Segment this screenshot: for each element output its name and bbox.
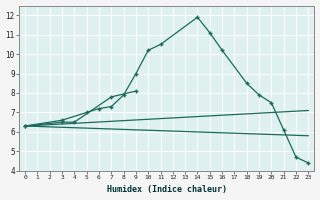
X-axis label: Humidex (Indice chaleur): Humidex (Indice chaleur) [107,185,227,194]
